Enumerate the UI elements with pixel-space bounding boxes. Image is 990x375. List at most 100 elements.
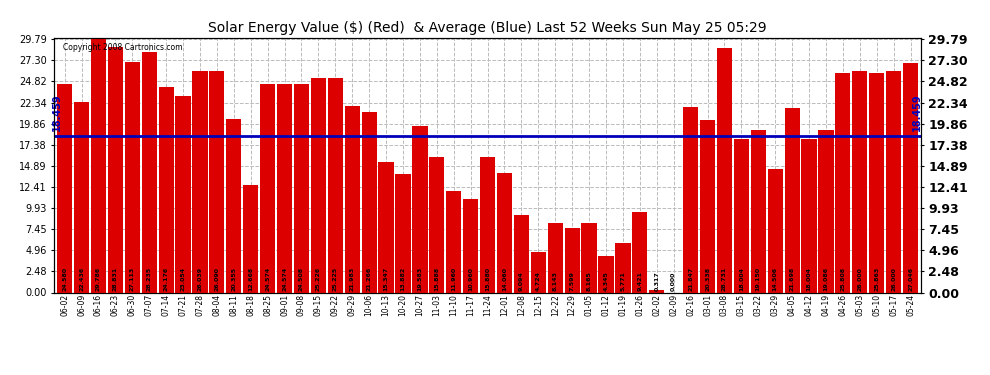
Bar	[819, 130, 834, 292]
Bar	[480, 158, 495, 292]
Text: 9.421: 9.421	[638, 272, 643, 291]
Bar	[547, 223, 563, 292]
Bar	[175, 96, 191, 292]
Bar	[836, 73, 850, 292]
Text: 20.338: 20.338	[705, 267, 710, 291]
Text: 4.724: 4.724	[536, 272, 541, 291]
Bar	[142, 53, 156, 292]
Text: 14.060: 14.060	[502, 267, 507, 291]
Bar	[784, 108, 800, 292]
Bar	[125, 62, 140, 292]
Text: Copyright 2008 Cartronics.com: Copyright 2008 Cartronics.com	[63, 43, 182, 52]
Text: 26.039: 26.039	[197, 267, 202, 291]
Text: 18.459: 18.459	[52, 94, 62, 131]
Bar	[717, 48, 732, 292]
Text: 24.574: 24.574	[265, 267, 270, 291]
Bar	[734, 140, 749, 292]
Bar	[209, 70, 225, 292]
Text: 8.143: 8.143	[552, 272, 557, 291]
Text: 15.880: 15.880	[485, 267, 490, 291]
Bar	[649, 290, 664, 292]
Bar	[91, 39, 106, 292]
Bar	[108, 47, 123, 292]
Text: 15.888: 15.888	[435, 267, 440, 291]
Text: 8.165: 8.165	[587, 272, 592, 291]
Bar	[802, 140, 817, 292]
Text: 26.000: 26.000	[857, 267, 862, 291]
Text: 22.436: 22.436	[79, 267, 84, 291]
Text: 7.599: 7.599	[569, 272, 574, 291]
Bar	[74, 102, 89, 292]
Text: 18.004: 18.004	[807, 267, 812, 291]
Text: 11.960: 11.960	[451, 267, 456, 291]
Text: 5.771: 5.771	[621, 272, 626, 291]
Text: 24.574: 24.574	[282, 267, 287, 291]
Bar	[564, 228, 580, 292]
Bar	[294, 84, 309, 292]
Bar	[886, 71, 901, 292]
Bar	[226, 119, 242, 292]
Text: 9.094: 9.094	[519, 272, 524, 291]
Text: 13.882: 13.882	[401, 267, 406, 291]
Text: 25.863: 25.863	[874, 267, 879, 291]
Text: 24.508: 24.508	[299, 267, 304, 291]
Bar	[463, 199, 478, 292]
Bar	[633, 212, 647, 292]
Bar	[244, 185, 258, 292]
Bar	[311, 78, 326, 292]
Text: 10.960: 10.960	[468, 267, 473, 291]
Text: 18.459: 18.459	[913, 94, 923, 131]
Text: 19.086: 19.086	[824, 267, 829, 291]
Bar	[514, 215, 529, 292]
Bar	[446, 191, 461, 292]
Bar	[57, 84, 72, 292]
Text: 0.317: 0.317	[654, 272, 659, 291]
Bar	[497, 173, 512, 292]
Text: 24.580: 24.580	[62, 267, 67, 291]
Text: 18.004: 18.004	[739, 267, 743, 291]
Text: 29.786: 29.786	[96, 267, 101, 291]
Bar	[412, 126, 428, 292]
Text: 24.176: 24.176	[163, 267, 168, 291]
Text: 26.090: 26.090	[215, 267, 220, 291]
Bar	[616, 243, 631, 292]
Title: Solar Energy Value ($) (Red)  & Average (Blue) Last 52 Weeks Sun May 25 05:29: Solar Energy Value ($) (Red) & Average (…	[208, 21, 767, 35]
Bar	[581, 223, 597, 292]
Bar	[700, 120, 715, 292]
Bar	[767, 169, 783, 292]
Text: 14.506: 14.506	[773, 267, 778, 291]
Bar	[378, 162, 394, 292]
Bar	[903, 63, 918, 292]
Bar	[277, 84, 292, 292]
Text: 15.347: 15.347	[383, 267, 388, 291]
Text: 0.000: 0.000	[671, 272, 676, 291]
Text: 21.847: 21.847	[688, 267, 693, 291]
Text: 23.054: 23.054	[180, 267, 185, 291]
Bar	[260, 84, 275, 292]
Bar	[395, 174, 411, 292]
Text: 25.808: 25.808	[841, 267, 845, 291]
Text: 28.731: 28.731	[722, 267, 727, 291]
Text: 4.345: 4.345	[604, 272, 609, 291]
Text: 27.046: 27.046	[908, 267, 913, 291]
Text: 27.113: 27.113	[130, 267, 135, 291]
Bar	[869, 73, 884, 292]
Text: 21.698: 21.698	[790, 267, 795, 291]
Bar	[158, 87, 173, 292]
Text: 12.668: 12.668	[248, 267, 253, 291]
Text: 21.266: 21.266	[366, 267, 371, 291]
Bar	[531, 252, 545, 292]
Bar	[192, 71, 208, 292]
Text: 28.831: 28.831	[113, 267, 118, 291]
Text: 28.235: 28.235	[147, 267, 151, 291]
Text: 26.000: 26.000	[891, 267, 896, 291]
Bar	[683, 107, 698, 292]
Text: 20.355: 20.355	[232, 267, 237, 291]
Text: 19.150: 19.150	[755, 267, 760, 291]
Bar	[430, 158, 445, 292]
Bar	[598, 255, 614, 292]
Text: 19.583: 19.583	[418, 267, 423, 291]
Text: 21.983: 21.983	[349, 267, 354, 291]
Bar	[361, 112, 377, 292]
Text: 25.226: 25.226	[316, 267, 321, 291]
